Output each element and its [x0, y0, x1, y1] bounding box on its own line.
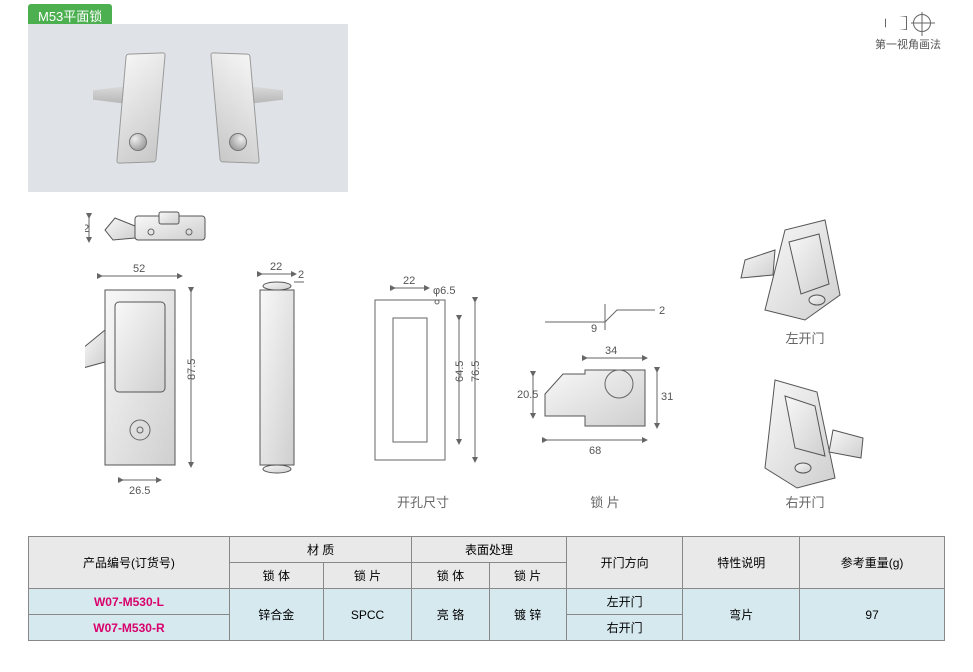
- table-row: W07-M530-L 锌合金 SPCC 亮 铬 镀 锌 左开门 弯片 97: [29, 589, 945, 615]
- latch-plan: 34 68 20.5 31: [517, 345, 673, 457]
- svg-text:22: 22: [403, 275, 415, 287]
- svg-text:2: 2: [298, 269, 304, 281]
- cutout-label: 开孔尺寸: [383, 492, 463, 511]
- left-open-label: 左开门: [765, 328, 845, 347]
- technical-drawings: 22 52 87.5 26.5 22 2 22 φ6.5 64.5 76.5: [85, 200, 905, 510]
- svg-text:64.5: 64.5: [454, 361, 466, 382]
- target-icon: [913, 14, 931, 32]
- lock-photo-2: [193, 43, 283, 173]
- side-view: 22 2: [260, 261, 304, 473]
- top-view: 22: [85, 212, 205, 240]
- lock-photo-1: [93, 43, 183, 173]
- svg-text:φ6.5: φ6.5: [433, 285, 455, 297]
- iso-right: [765, 380, 863, 488]
- header-row-1: 产品编号(订货号) 材 质 表面处理 开门方向 特性说明 参考重量(g): [29, 537, 945, 563]
- cutout-view: 22 φ6.5 64.5 76.5: [375, 275, 482, 460]
- pn-cell: W07-M530-L: [29, 589, 230, 615]
- latch-label: 锁 片: [565, 492, 645, 511]
- svg-text:2: 2: [659, 305, 665, 317]
- col-pn: 产品编号(订货号): [29, 537, 230, 589]
- svg-text:31: 31: [661, 391, 673, 403]
- dir-cell: 左开门: [566, 589, 683, 615]
- col-weight: 参考重量(g): [800, 537, 945, 589]
- surf-body-cell: 亮 铬: [412, 589, 489, 641]
- col-surf-plate: 锁 片: [489, 563, 566, 589]
- frustum-icon: [885, 16, 907, 30]
- projection-label: 第一视角画法: [875, 36, 941, 52]
- product-photo: [28, 24, 348, 192]
- col-material: 材 质: [229, 537, 411, 563]
- pn-cell: W07-M530-R: [29, 615, 230, 641]
- feat-cell: 弯片: [683, 589, 800, 641]
- front-view: 52 87.5 26.5: [85, 263, 198, 497]
- svg-text:76.5: 76.5: [470, 361, 482, 382]
- col-surf-body: 锁 体: [412, 563, 489, 589]
- mat-body-cell: 锌合金: [229, 589, 323, 641]
- svg-text:87.5: 87.5: [186, 359, 198, 380]
- svg-text:68: 68: [589, 445, 601, 457]
- svg-text:26.5: 26.5: [129, 485, 150, 497]
- svg-text:52: 52: [133, 263, 145, 275]
- iso-left: [741, 220, 840, 320]
- right-open-label: 右开门: [765, 492, 845, 511]
- col-surface: 表面处理: [412, 537, 566, 563]
- col-mat-plate: 锁 片: [323, 563, 412, 589]
- svg-text:34: 34: [605, 345, 617, 357]
- spec-table: 产品编号(订货号) 材 质 表面处理 开门方向 特性说明 参考重量(g) 锁 体…: [28, 536, 945, 641]
- surf-plate-cell: 镀 锌: [489, 589, 566, 641]
- svg-text:20.5: 20.5: [517, 389, 538, 401]
- svg-text:22: 22: [85, 223, 89, 235]
- mat-plate-cell: SPCC: [323, 589, 412, 641]
- latch-side: 9 2: [545, 304, 665, 335]
- col-mat-body: 锁 体: [229, 563, 323, 589]
- col-feature: 特性说明: [683, 537, 800, 589]
- svg-text:22: 22: [270, 261, 282, 273]
- wt-cell: 97: [800, 589, 945, 641]
- dir-cell: 右开门: [566, 615, 683, 641]
- col-direction: 开门方向: [566, 537, 683, 589]
- svg-text:9: 9: [591, 323, 597, 335]
- projection-symbol: 第一视角画法: [875, 14, 941, 52]
